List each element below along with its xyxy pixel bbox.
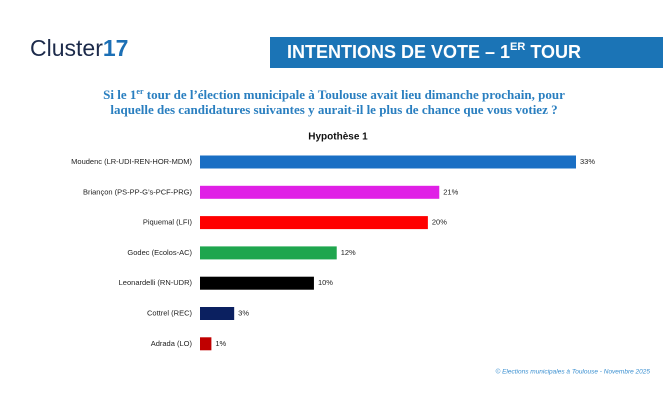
header-title-sup: ER xyxy=(510,41,525,53)
logo-number: 17 xyxy=(103,35,129,61)
value-label: 3% xyxy=(238,308,249,317)
value-label: 10% xyxy=(318,278,333,287)
header-title-part: TOUR xyxy=(525,42,581,62)
header-title-part: INTENTIONS DE VOTE – 1 xyxy=(287,42,510,62)
question-line: Si le 1er tour de l’élection municipale … xyxy=(103,87,565,102)
header-title: INTENTIONS DE VOTE – 1ER TOUR xyxy=(287,41,581,62)
value-label: 1% xyxy=(215,339,226,348)
category-label: Cottrel (REC) xyxy=(147,308,193,317)
bar xyxy=(200,337,212,351)
bar xyxy=(200,307,235,320)
category-label: Briançon (PS-PP-G’s-PCF-PRG) xyxy=(83,187,193,196)
category-label: Godec (Ecolos-AC) xyxy=(127,248,192,257)
value-label: 12% xyxy=(341,248,356,257)
category-label: Piquemal (LFI) xyxy=(143,218,193,227)
header-band xyxy=(270,37,663,68)
category-label: Leonardelli (RN-UDR) xyxy=(119,278,193,287)
bar xyxy=(200,276,314,290)
chart-title: Hypothèse 1 xyxy=(308,132,368,143)
value-label: 33% xyxy=(580,157,595,166)
value-label: 20% xyxy=(432,218,447,227)
source: © Elections municipales à Toulouse - Nov… xyxy=(496,368,651,376)
question-line: laquelle des candidatures suivantes y au… xyxy=(110,102,557,117)
question-part: Si le 1 xyxy=(103,87,136,102)
question-sup: er xyxy=(136,87,144,96)
logo-text: Cluster xyxy=(30,35,103,61)
category-label: Moudenc (LR-UDI-REN-HOR-MDM) xyxy=(71,157,192,166)
value-label: 21% xyxy=(443,187,458,196)
bar xyxy=(200,185,440,199)
bar xyxy=(200,246,337,260)
bar xyxy=(200,216,428,230)
category-label: Adrada (LO) xyxy=(151,339,193,348)
bar xyxy=(200,155,576,169)
logo: Cluster17 xyxy=(30,35,128,61)
question-part: tour de l’élection municipale à Toulouse… xyxy=(144,87,566,102)
